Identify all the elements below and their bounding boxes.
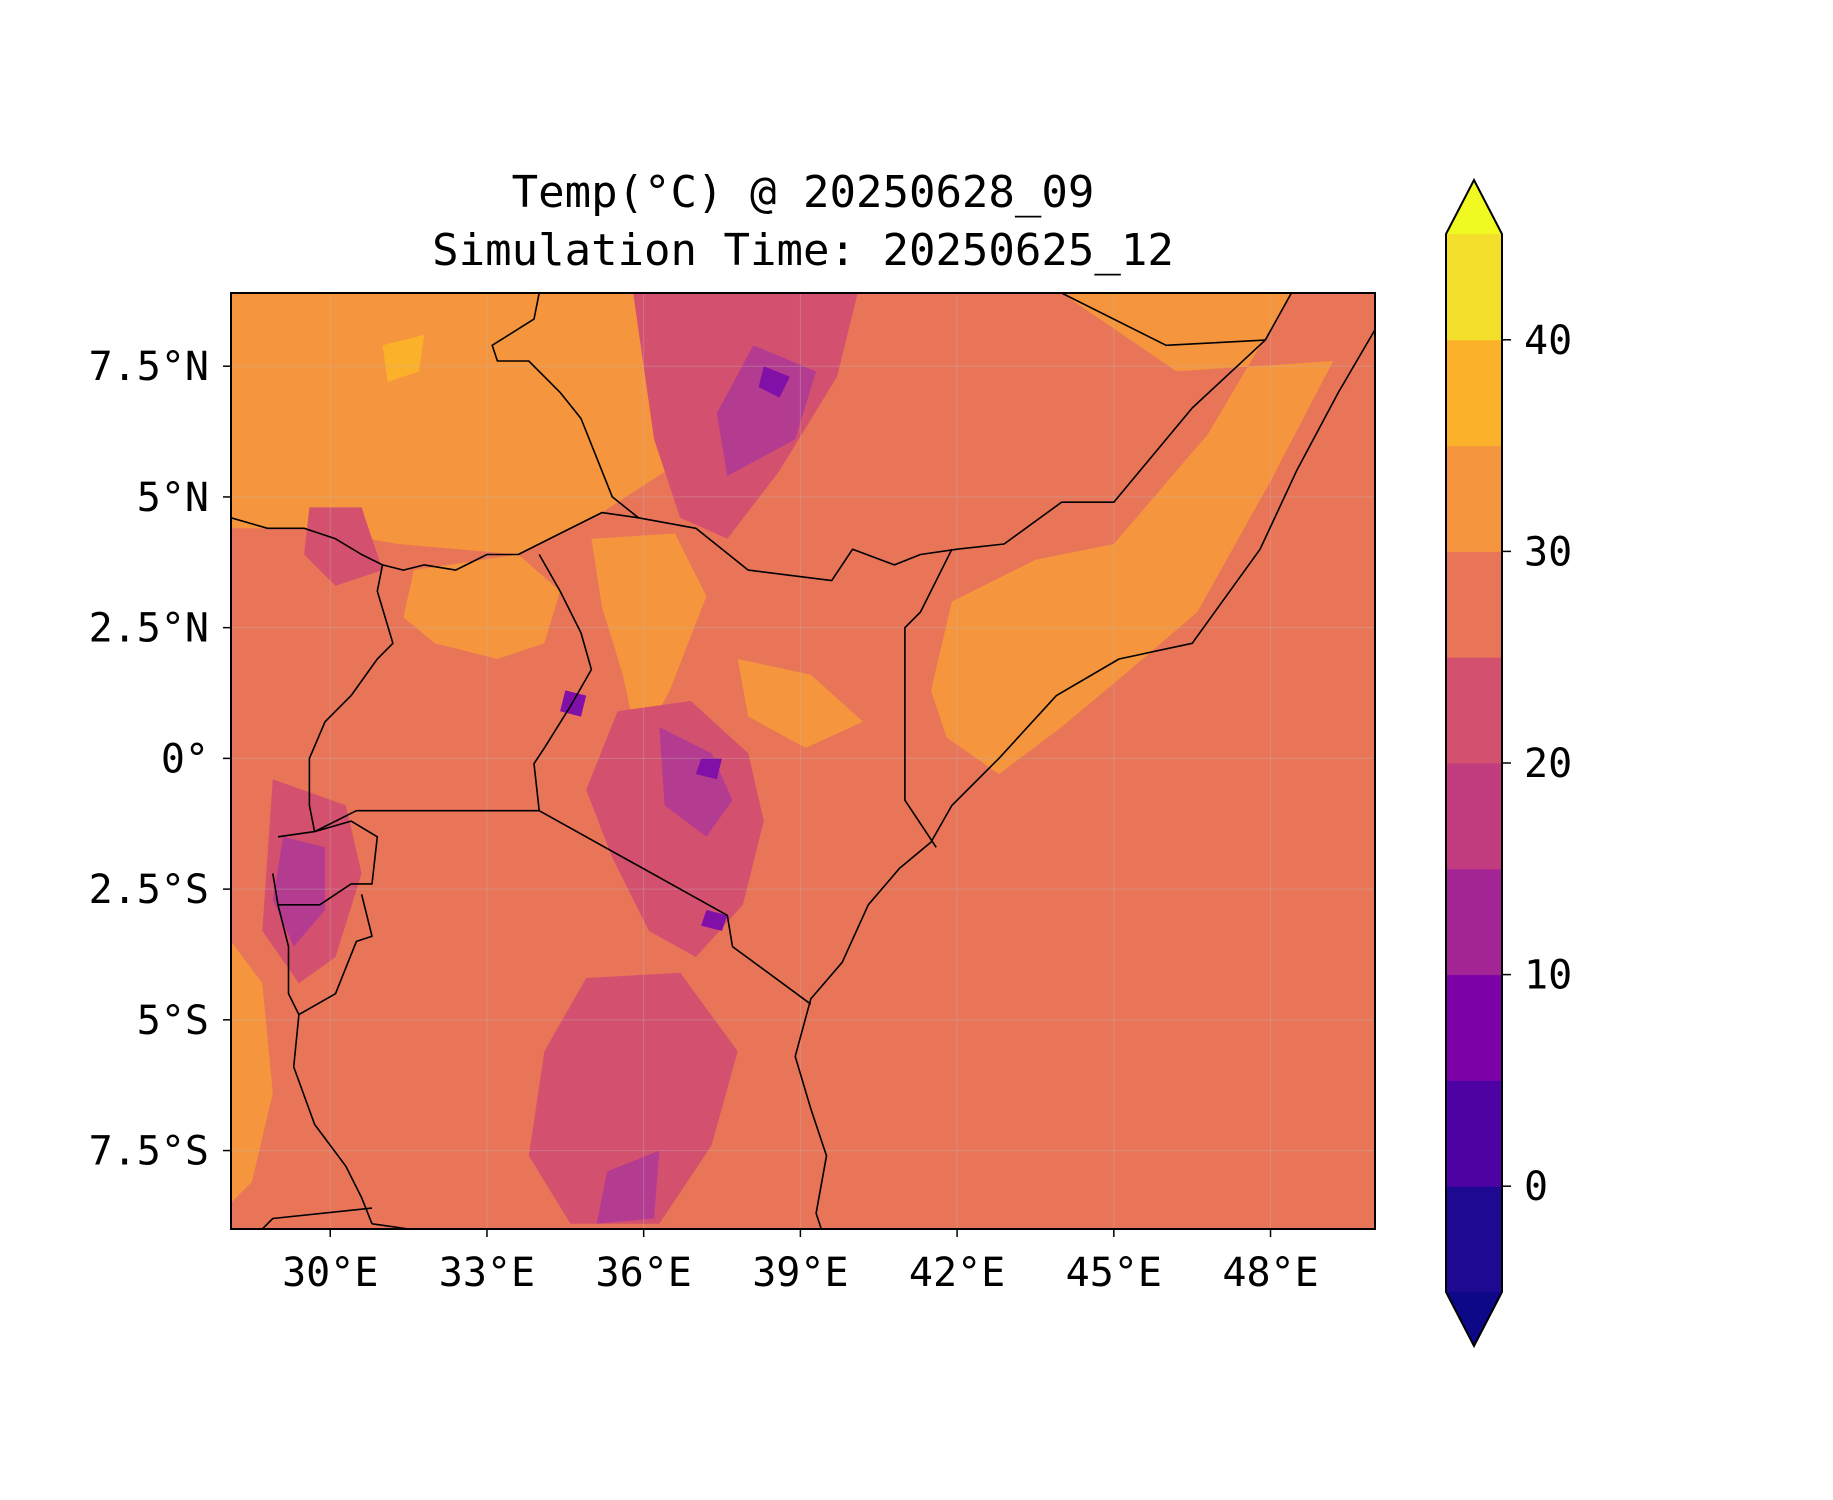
y-tick-label: 2.5°N: [89, 606, 209, 652]
field-region-tanzania-west-strip: [231, 941, 273, 1203]
field-region-simien-spot: [758, 366, 790, 398]
colorbar-segment: [1446, 551, 1502, 658]
border-ethiopia-east: [1061, 293, 1266, 347]
y-tick-label: 0°: [161, 736, 209, 782]
field-region-turkana-valley: [591, 533, 707, 748]
field-region-mt-elgon-spot: [560, 690, 587, 717]
border-south-sudan-ethiopia: [491, 293, 639, 519]
y-tick-label: 7.5°N: [89, 344, 209, 390]
country-borders: [231, 293, 1375, 1229]
colorbar-segment: [1446, 868, 1502, 976]
field-region-south-sudan-highland: [304, 507, 383, 586]
x-tick-label: 48°E: [1222, 1250, 1318, 1296]
y-tick-label: 2.5°S: [89, 867, 209, 913]
colorbar-extend-max: [1446, 180, 1502, 234]
field-region-tanzania-central-highlands: [528, 972, 738, 1224]
latitude-axis: 7.5°N 5°N 2.5°N 0° 2.5°S 5°S 7.5°S: [89, 344, 231, 1175]
x-tick-label: 36°E: [596, 1250, 692, 1296]
y-tick-label: 5°N: [137, 475, 209, 521]
field-region-tanzania-southern-core: [596, 1150, 660, 1224]
colorbar-tick-label: 20: [1524, 741, 1572, 787]
temperature-field: [231, 293, 1334, 1224]
border-zambia-tanzania: [261, 1207, 373, 1229]
gridlines: [231, 293, 1375, 1229]
colorbar-extend-min: [1446, 1292, 1502, 1346]
field-region-kenya-east-plateau: [737, 659, 864, 748]
colorbar-segment: [1446, 445, 1502, 552]
y-tick-label: 5°S: [137, 998, 209, 1044]
colorbar-segment: [1446, 234, 1502, 341]
colorbar-segment: [1446, 1080, 1502, 1187]
map-title-line-1: Temp(°C) @ 20250628_09: [511, 167, 1095, 218]
border-burundi-tanzania: [277, 894, 373, 1016]
longitude-axis: 30°E 33°E 36°E 39°E 42°E 45°E 48°E: [282, 1229, 1319, 1296]
temperature-colorbar: 0 10 20 30 40: [1445, 177, 1572, 1349]
border-uganda-drc: [308, 564, 540, 833]
border-rwanda-burundi: [272, 820, 379, 906]
field-region-lake-turkana-hot: [382, 334, 425, 382]
border-somalia-coast: [794, 329, 1375, 1229]
colorbar-tick-label: 40: [1524, 318, 1572, 364]
map-panel: [230, 292, 1376, 1230]
colorbar-segment: [1446, 339, 1502, 447]
map-title-line-2: Simulation Time: 20250625_12: [432, 225, 1174, 276]
x-tick-label: 45°E: [1066, 1250, 1162, 1296]
map-frame: [230, 292, 1376, 1230]
x-tick-label: 39°E: [752, 1250, 848, 1296]
field-region-rift-west-core: [272, 836, 325, 947]
border-kenya-tanzania: [538, 810, 812, 1005]
y-tick-label: 7.5°S: [89, 1129, 209, 1175]
colorbar-tick-label: 0: [1524, 1164, 1548, 1210]
x-tick-label: 42°E: [909, 1250, 1005, 1296]
colorbar-tick-label: 10: [1524, 953, 1572, 999]
x-tick-label: 30°E: [282, 1250, 378, 1296]
border-somalia-kenya: [904, 548, 953, 848]
colorbar-segment: [1446, 657, 1502, 764]
colorbar-segment: [1446, 974, 1502, 1081]
field-region-mt-kenya-spot: [695, 758, 722, 780]
field-region-kenya-highlands-core: [659, 727, 733, 837]
colorbar-tick-label: 30: [1524, 529, 1572, 575]
field-region-ethiopia-somali-east: [931, 293, 1334, 775]
field-region-kilimanjaro-spot: [701, 910, 728, 931]
x-tick-label: 33°E: [439, 1250, 535, 1296]
field-region-northwest-hot: [231, 293, 775, 555]
colorbar-segment: [1446, 763, 1502, 870]
colorbar-outline: [1445, 177, 1503, 1349]
border-uganda-kenya: [533, 554, 593, 811]
border-lake-tanganyika-east: [292, 1014, 373, 1225]
field-region-ethiopia-highlands-core: [716, 345, 817, 476]
field-region-uganda-north: [403, 554, 561, 659]
colorbar-segment: [1446, 1186, 1502, 1293]
